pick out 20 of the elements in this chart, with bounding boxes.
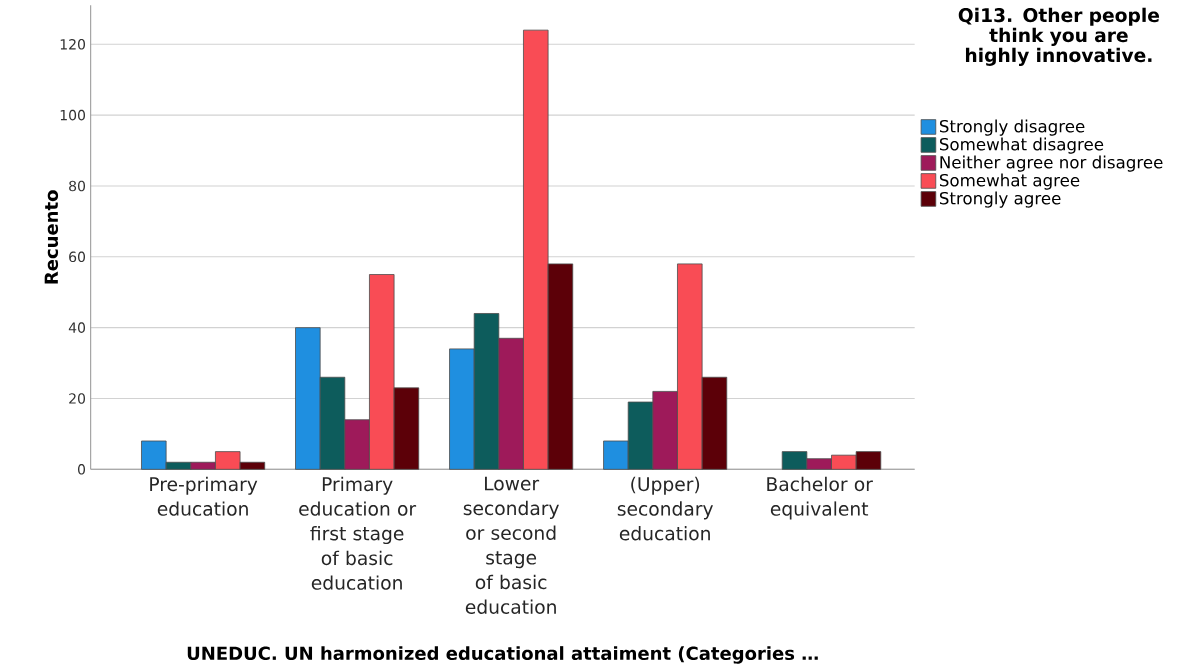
y-tick-label: 100 [60, 109, 86, 121]
legend-label: Somewhat agree [939, 173, 1080, 190]
x-axis-title: UNEDUC. UN harmonized educational attaiment (Categories … [187, 646, 818, 664]
legend-label: Strongly agree [939, 191, 1061, 208]
y-tick-label: 20 [69, 393, 86, 404]
x-tick-label: Bachelor or equivalent [767, 476, 873, 520]
legend-label: Neither agree nor disagree [940, 155, 1163, 172]
y-tick-label: 40 [68, 322, 86, 333]
legend-title: Qi13. Other people think you are highly innovative. [958, 7, 1160, 66]
y-tick-label: 120 [60, 39, 86, 50]
y-tick-label: 60 [69, 251, 86, 263]
y-tick-label: 0 [77, 464, 86, 475]
legend-label: Strongly disagree [939, 119, 1085, 136]
y-tick-label: 80 [69, 180, 86, 192]
x-tick-label: Primary education or first stage of basic education [299, 476, 417, 590]
x-tick-label: Lower secondary or second stage of basic education [463, 476, 559, 614]
x-tick-label: Pre-primary education [150, 476, 258, 516]
legend-label: Somewhat disagree [939, 137, 1104, 154]
y-axis-title: Recuento [44, 190, 59, 284]
x-tick-label: (Upper) secondary education [617, 476, 713, 541]
